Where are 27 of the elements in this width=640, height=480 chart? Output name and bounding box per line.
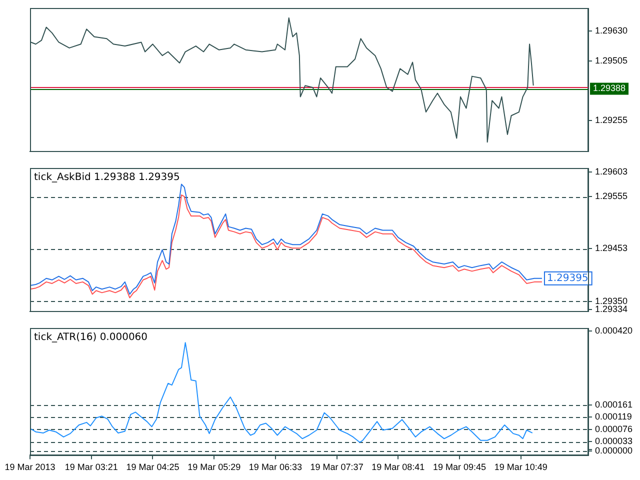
y-tick-label: 1.29453 bbox=[595, 243, 628, 254]
x-tick-label: 19 Mar 2013 bbox=[4, 462, 56, 472]
chart-title: tick_AskBid 1.29388 1.29395 bbox=[34, 172, 180, 183]
x-tick-label: 19 Mar 03:21 bbox=[64, 462, 118, 472]
y-tick-label: 0.000076 bbox=[595, 424, 633, 434]
y-tick-label: 1.29350 bbox=[595, 296, 628, 306]
y-tick-label: 1.29603 bbox=[595, 166, 628, 176]
x-tick-label: 19 Mar 09:45 bbox=[433, 462, 486, 472]
y-tick-label: 0.000161 bbox=[595, 400, 633, 410]
y-tick-label: 1.29334 bbox=[595, 304, 628, 314]
y-tick-label: 1.29555 bbox=[595, 191, 628, 202]
x-tick-label: 19 Mar 04:25 bbox=[126, 462, 180, 472]
x-tick-label: 19 Mar 07:37 bbox=[310, 462, 364, 472]
y-tick-label: 1.29255 bbox=[595, 114, 628, 125]
y-tick-label: 1.29505 bbox=[595, 55, 628, 66]
x-tick-label: 19 Mar 10:49 bbox=[494, 462, 548, 472]
y-tick-label: 0.000033 bbox=[595, 436, 633, 446]
ref-line-label: 1.29388 bbox=[593, 83, 626, 94]
x-tick-label: 19 Mar 08:41 bbox=[372, 462, 425, 472]
annotation: 1.29395 bbox=[546, 272, 588, 284]
y-tick-label: 0.000420 bbox=[595, 326, 633, 336]
x-tick-label: 19 Mar 06:33 bbox=[248, 462, 302, 472]
y-tick-label: 0.000119 bbox=[595, 412, 632, 422]
y-tick-label: 1.29630 bbox=[595, 26, 628, 36]
y-tick-label: 0.000000 bbox=[595, 445, 633, 456]
x-tick-label: 19 Mar 05:29 bbox=[188, 462, 241, 472]
chart-title: tick_ATR(16) 0.000060 bbox=[34, 332, 148, 343]
